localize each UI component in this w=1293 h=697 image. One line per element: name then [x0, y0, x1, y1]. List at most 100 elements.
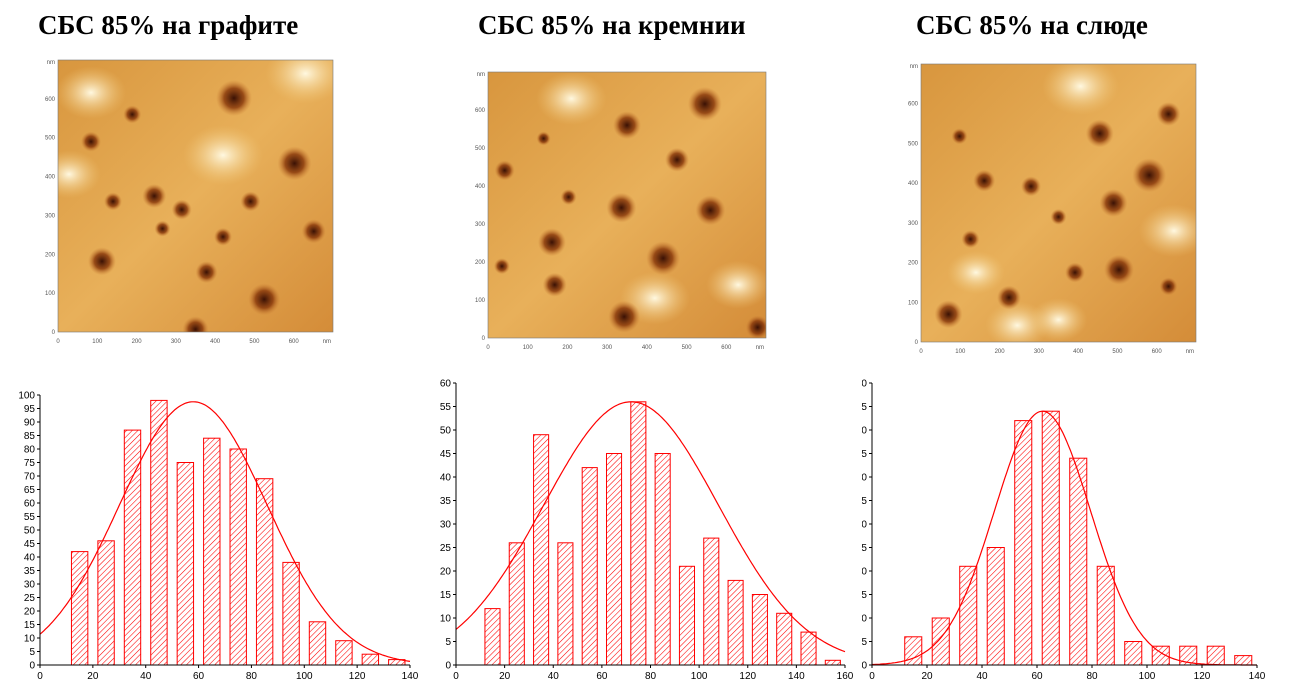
afm-x-tick-label: 300: [171, 339, 182, 345]
histogram-bar: [1096, 565, 1115, 666]
y-tick-label: 30: [862, 520, 867, 531]
afm-pore: [973, 169, 996, 192]
afm-bright-area: [536, 72, 607, 125]
afm-pore: [997, 285, 1021, 310]
afm-bright-area: [1042, 64, 1119, 116]
afm-pore: [536, 131, 551, 146]
afm-bright-area: [1029, 298, 1088, 342]
histogram-bar: [931, 617, 950, 666]
afm-y-tick-label: 200: [45, 252, 56, 258]
afm-x-tick-label: 400: [210, 339, 221, 345]
afm-pore: [240, 191, 261, 212]
histogram-bar: [904, 636, 923, 666]
y-tick-label: 10: [440, 614, 452, 625]
histogram-bar: [986, 547, 1005, 666]
x-tick-label: 160: [837, 671, 854, 682]
afm-pore: [104, 192, 122, 211]
afm-pore: [195, 261, 218, 284]
x-tick-label: 40: [976, 671, 988, 682]
panel-title-graphite: СБС 85% на графите: [38, 10, 299, 40]
afm-x-tick-label: 100: [955, 349, 966, 355]
afm-x-tick-label: 500: [682, 345, 693, 351]
y-tick-label: 5: [862, 637, 867, 648]
histogram-bar: [70, 551, 89, 666]
afm-bright-area: [58, 150, 101, 199]
x-tick-label: 20: [499, 671, 511, 682]
afm-pore: [154, 220, 171, 237]
y-tick-label: 45: [24, 539, 36, 550]
y-tick-label: 30: [440, 520, 452, 531]
afm-pore: [1104, 254, 1134, 285]
histogram-bar: [678, 565, 696, 666]
y-tick-label: 5: [29, 647, 35, 658]
histogram-bar: [776, 612, 793, 666]
afm-x-tick-label: 300: [1034, 349, 1045, 355]
histogram-graphite: 0 5 10 15 20 25 30 35 40 45 50 55 60 65 70 75 80 85 90 95 10…: [18, 391, 418, 683]
afm-x-tick-label: 100: [92, 339, 103, 345]
histogram-bar: [229, 448, 247, 666]
afm-y-tick-label: 400: [908, 181, 919, 187]
afm-pore: [123, 105, 142, 124]
afm-pore: [606, 192, 637, 223]
afm-y-tick-label: 200: [475, 260, 486, 266]
afm-y-tick-label: 0: [482, 336, 486, 342]
x-tick-label: 0: [869, 671, 875, 682]
afm-y-tick-label: 300: [475, 222, 486, 228]
afm-pore: [277, 146, 312, 181]
panel-title-mica: СБС 85% на слюде: [916, 10, 1148, 40]
histogram-bar: [335, 640, 353, 666]
afm-pore: [745, 315, 766, 338]
histogram-bar: [727, 579, 744, 666]
histogram-bar: [557, 542, 574, 666]
afm-pore: [1021, 176, 1041, 197]
histogram-mica: 0 5 10 15 20 25 30 35 40 45 50 55 60 0 20 40 60 80 100 120 1…: [862, 379, 1266, 683]
histogram-bar: [1234, 655, 1253, 666]
afm-y-tick-label: 0: [52, 330, 56, 336]
afm-pore: [646, 241, 681, 276]
gaussian-fit-curve: [39, 401, 411, 662]
y-tick-label: 45: [440, 449, 452, 460]
afm-x-tick-label: 500: [1112, 349, 1123, 355]
histogram-bar: [703, 537, 720, 666]
afm-x-tick-label: 300: [602, 345, 613, 351]
afm-unit-label: nm: [1186, 349, 1194, 355]
afm-x-tick-label: 100: [523, 345, 534, 351]
histogram-bar: [654, 453, 671, 666]
y-tick-label: 100: [18, 391, 35, 402]
y-tick-label: 50: [24, 526, 36, 537]
histogram-bar: [800, 631, 817, 666]
afm-pore: [1132, 158, 1167, 193]
histogram-bar: [282, 561, 300, 666]
x-tick-label: 100: [296, 671, 313, 682]
y-tick-label: 85: [24, 431, 36, 442]
afm-pore: [961, 230, 980, 249]
histogram-bar: [308, 621, 327, 666]
x-tick-label: 40: [548, 671, 560, 682]
y-tick-label: 70: [24, 472, 36, 483]
afm-pore: [142, 184, 167, 208]
afm-y-tick-label: 200: [908, 261, 919, 267]
y-tick-label: 15: [862, 590, 867, 601]
afm-pore: [248, 283, 281, 316]
y-tick-label: 95: [24, 404, 36, 415]
afm-pore: [214, 227, 232, 246]
afm-background: [921, 64, 1196, 342]
afm-bright-area: [265, 60, 333, 104]
histogram-bar: [255, 478, 274, 666]
afm-x-tick-label: 600: [1152, 349, 1163, 355]
histogram-bar: [751, 594, 768, 666]
afm-unit-label: nm: [756, 345, 764, 351]
afm-y-tick-label: 600: [908, 102, 919, 108]
afm-pore: [665, 147, 690, 172]
x-tick-label: 140: [788, 671, 805, 682]
x-tick-label: 80: [645, 671, 657, 682]
histogram-bar: [1206, 645, 1225, 666]
y-tick-label: 45: [862, 449, 867, 460]
histogram-bar: [959, 565, 978, 666]
afm-pore: [1065, 262, 1085, 283]
afm-frame: [57, 59, 334, 333]
afm-bright-area: [58, 66, 127, 120]
afm-y-tick-label: 100: [908, 300, 919, 306]
y-tick-label: 30: [24, 580, 36, 591]
afm-x-tick-label: 600: [721, 345, 732, 351]
